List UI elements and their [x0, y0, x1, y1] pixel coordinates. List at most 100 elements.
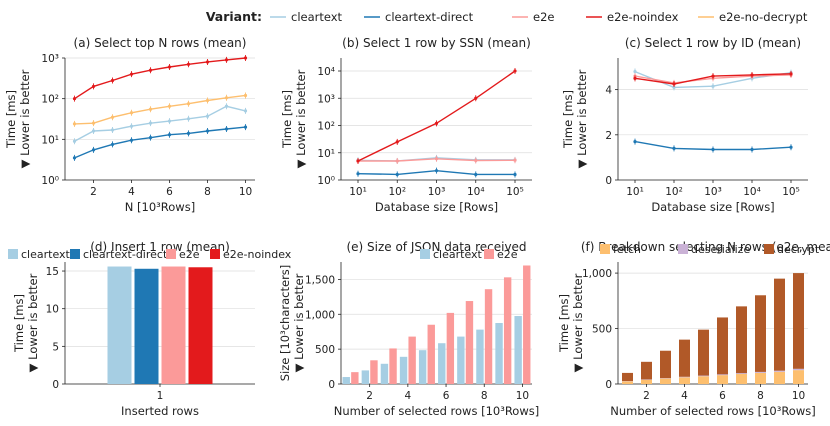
bar-e2e — [161, 266, 186, 384]
x-tick-label: 10² — [665, 186, 683, 198]
y-tick-label: 1,000 — [305, 309, 335, 321]
x-tick-label: 10 — [792, 390, 805, 402]
y-tick-label: 10⁰ — [41, 175, 59, 187]
x-tick-label: 10³ — [704, 186, 722, 198]
x-tick-label: 2 — [366, 390, 373, 402]
y-tick-label: 500 — [315, 344, 335, 356]
legend-swatch-cleartext — [420, 249, 430, 259]
bar-e2e — [523, 265, 531, 384]
bar-cleartext — [418, 350, 427, 384]
y-tick-label: 4 — [605, 85, 612, 97]
bar-segment-fetch — [774, 371, 785, 384]
series-line-e2e-noindex — [357, 70, 516, 162]
lower-is-better-label-a: ▼ Lower is better — [18, 69, 32, 168]
bar-segment-deserialize — [679, 376, 690, 378]
bar-e2e — [408, 336, 416, 384]
panel-title-d: (d) Insert 1 row (mean) — [90, 240, 230, 254]
legend-label-fetch: fetch — [613, 243, 641, 256]
legend-label-e2e: e2e — [497, 248, 518, 261]
y-tick-label: 0 — [605, 175, 612, 187]
panel-e: (e) Size of JSON data received 0 500 1,000 1… — [278, 240, 539, 418]
legend-swatch-cleartext — [8, 249, 18, 259]
x-axis-label-e: Number of selected rows [10³Rows] — [334, 404, 539, 418]
bar-cleartext — [438, 343, 446, 384]
legend-label-cleartext-direct: cleartext-direct — [83, 248, 168, 261]
bar-e2e — [389, 348, 397, 384]
legend-label-e2e-noindex: e2e-noindex — [607, 10, 679, 24]
series-line-cleartext — [74, 105, 246, 142]
bar-segment-decrypt — [641, 361, 652, 380]
bar-e2e — [427, 324, 435, 384]
bar-cleartext-direct — [134, 268, 159, 384]
y-tick-label: 500 — [592, 324, 612, 336]
panel-a: (a) Select top N rows (mean) 10⁰ 10¹ 10² 10³… — [4, 36, 255, 214]
x-tick-label: 10¹ — [349, 186, 367, 198]
bar-segment-decrypt — [717, 317, 728, 375]
bar-segment-fetch — [793, 370, 804, 384]
bar-segment-fetch — [641, 379, 652, 384]
bar-cleartext — [495, 323, 503, 384]
x-tick-label: 10³ — [428, 186, 446, 198]
y-axis-label-b: Time [ms] — [280, 90, 294, 149]
bar-segment-deserialize — [793, 368, 804, 371]
y-axis-label-f: Time [ms] — [557, 294, 571, 353]
bar-e2e — [370, 360, 378, 384]
legend-label-e2e: e2e — [179, 248, 200, 261]
bar-segment-fetch — [622, 381, 633, 384]
y-tick-label: 0 — [605, 379, 612, 391]
x-tick-label: 8 — [204, 186, 211, 198]
x-axis-label-d: Inserted rows — [121, 404, 199, 418]
bar-cleartext — [457, 336, 465, 384]
bar-segment-deserialize — [774, 370, 785, 372]
x-tick-label: 10 — [239, 186, 252, 198]
bar-e2e — [484, 289, 493, 384]
x-tick-label: 4 — [681, 390, 688, 402]
y-tick-label: 10³ — [317, 93, 335, 105]
x-tick-label: 6 — [443, 390, 450, 402]
y-tick-label: 10² — [317, 121, 335, 133]
y-tick-label: 10³ — [41, 53, 59, 65]
x-tick-label: 10⁵ — [782, 186, 800, 198]
legend-label-cleartext: cleartext — [21, 248, 71, 261]
legend-swatch-e2e — [166, 249, 176, 259]
x-tick-label: 1 — [157, 390, 164, 402]
variant-legend: Variant: cleartext cleartext-direct e2e e2e… — [206, 9, 808, 24]
x-tick-label: 10¹ — [626, 186, 644, 198]
legend-swatch-e2e-noindex — [210, 249, 220, 259]
lower-is-better-label-d: ▼ Lower is better — [26, 273, 40, 372]
x-tick-label: 10² — [388, 186, 406, 198]
x-axis-label-f: Number of selected rows [10³Rows] — [610, 404, 815, 418]
bar-cleartext — [380, 363, 389, 384]
y-tick-label: 10¹ — [41, 134, 59, 146]
bar-segment-decrypt — [755, 295, 766, 372]
panel-d: (d) Insert 1 row (mean) 0 5 10 15 Inserted ro… — [8, 240, 292, 418]
legend-label-decrypt: decrypt — [777, 243, 820, 256]
lower-is-better-label-e: ▼ Lower is better — [292, 273, 306, 372]
bar-segment-decrypt — [679, 339, 690, 377]
legend-title: Variant: — [206, 9, 262, 24]
bar-cleartext — [361, 370, 370, 384]
x-tick-label: 10⁴ — [743, 186, 761, 198]
x-tick-label: 2 — [643, 390, 650, 402]
bar-cleartext — [107, 266, 132, 384]
x-tick-label: 2 — [90, 186, 97, 198]
x-tick-label: 8 — [481, 390, 488, 402]
bar-segment-deserialize — [717, 374, 728, 376]
x-tick-label: 4 — [128, 186, 135, 198]
bar-segment-decrypt — [622, 372, 633, 382]
bar-segment-decrypt — [793, 273, 804, 369]
bar-e2e — [465, 301, 474, 384]
bar-segment-fetch — [755, 372, 766, 384]
y-tick-label: 0 — [52, 379, 59, 391]
bar-segment-decrypt — [736, 306, 747, 374]
x-tick-label: 10 — [516, 390, 529, 402]
series-line-e2e-noindex — [74, 57, 246, 100]
x-tick-label: 4 — [405, 390, 412, 402]
bar-segment-decrypt — [698, 329, 709, 376]
x-tick-label: 6 — [719, 390, 726, 402]
y-tick-label: 10 — [46, 304, 59, 316]
bar-segment-deserialize — [698, 375, 709, 377]
y-tick-label: 1,000 — [582, 268, 612, 280]
panel-title-b: (b) Select 1 row by SSN (mean) — [342, 36, 531, 50]
